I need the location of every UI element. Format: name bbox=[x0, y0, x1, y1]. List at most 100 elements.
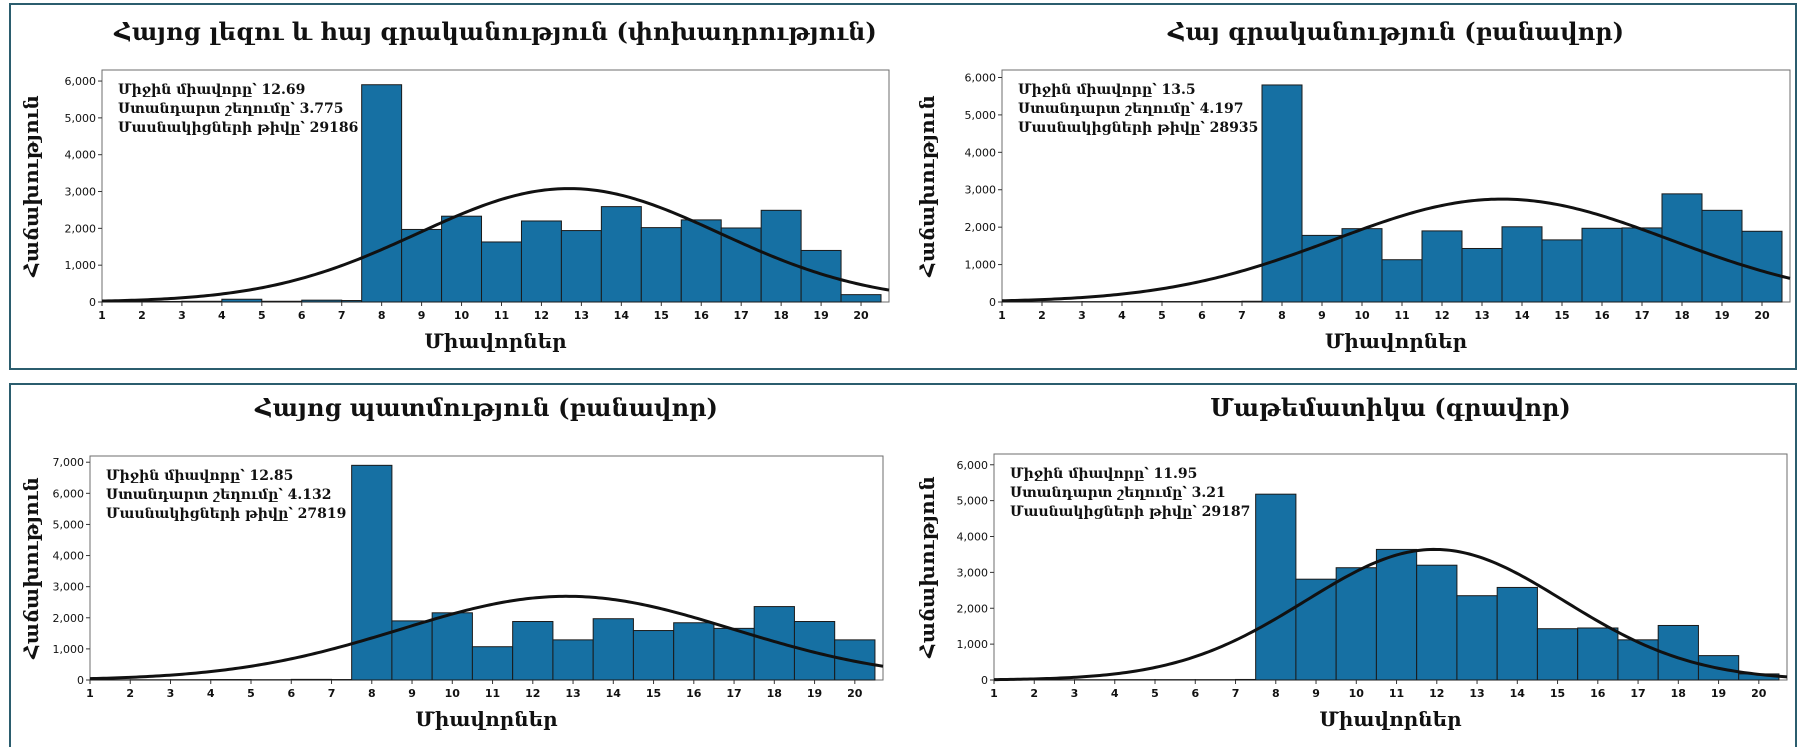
histogram-bar bbox=[680, 219, 722, 303]
x-tick-label: 16 bbox=[686, 687, 702, 700]
x-tick-label: 20 bbox=[1754, 309, 1770, 322]
y-tick-label: 5,000 bbox=[53, 518, 85, 531]
chart-svg: Հայոց պատմություն (բանավոր) 0 1,000 2,000 3,… bbox=[19, 393, 884, 731]
histogram-bar bbox=[1416, 564, 1458, 681]
histogram-bar bbox=[760, 209, 802, 303]
y-tick-label: 0 bbox=[77, 674, 84, 687]
histogram-bar bbox=[640, 227, 682, 303]
histogram-bar bbox=[1701, 209, 1743, 303]
stats-annotation: Ստանդարտ շեղումը՝ 3.21 bbox=[1010, 485, 1226, 501]
histogram-bar bbox=[1617, 639, 1659, 681]
x-tick-label: 3 bbox=[167, 687, 175, 700]
stats-annotation: Միջին միավորը՝ 12.85 bbox=[106, 468, 293, 484]
x-tick-label: 17 bbox=[1634, 309, 1649, 322]
y-tick-label: 3,000 bbox=[957, 566, 989, 579]
histogram-bar bbox=[632, 630, 675, 681]
x-tick-label: 6 bbox=[1191, 687, 1199, 700]
stats-annotation: Ստանդարտ շեղումը՝ 4.132 bbox=[106, 487, 332, 503]
histogram-bar bbox=[1335, 567, 1377, 681]
histogram-bar bbox=[1261, 84, 1303, 303]
x-tick-label: 13 bbox=[565, 687, 580, 700]
x-tick-label: 1 bbox=[86, 687, 94, 700]
histogram-bar bbox=[592, 618, 634, 681]
chart-svg: Մաթեմատիկա (գրավոր) 0 1,000 2,000 3,000 4,000… bbox=[915, 393, 1788, 731]
histogram-bar bbox=[441, 215, 483, 303]
x-tick-label: 1 bbox=[990, 687, 998, 700]
x-tick-label: 9 bbox=[408, 687, 416, 700]
histogram-bar bbox=[1536, 628, 1579, 681]
x-tick-label: 3 bbox=[1071, 687, 1079, 700]
y-tick-label: 1,000 bbox=[65, 259, 97, 272]
x-tick-label: 15 bbox=[1554, 309, 1569, 322]
x-tick-label: 7 bbox=[328, 687, 336, 700]
chart-svg: Հայ գրականություն (բանավոր) 0 1,000 2,000 3,… bbox=[915, 17, 1791, 353]
histogram-bar bbox=[401, 228, 443, 303]
histogram-bar bbox=[351, 464, 393, 681]
histogram-armenian-language-literature: Հայոց լեզու և հայ գրականություն (փոխադրո… bbox=[10, 8, 890, 368]
stats-annotation: Մասնակիցների թիվը՝ 29187 bbox=[1010, 504, 1250, 520]
x-tick-label: 8 bbox=[368, 687, 376, 700]
histogram-bar bbox=[840, 294, 882, 303]
y-tick-label: 4,000 bbox=[53, 550, 85, 563]
x-tick-label: 2 bbox=[1030, 687, 1038, 700]
histogram-bar bbox=[1341, 228, 1383, 303]
histogram-bar bbox=[471, 646, 514, 681]
x-tick-label: 6 bbox=[298, 309, 306, 322]
y-tick-label: 1,000 bbox=[53, 643, 85, 656]
y-tick-label: 5,000 bbox=[65, 112, 97, 125]
histogram-bar bbox=[1201, 300, 1243, 303]
x-tick-label: 7 bbox=[1238, 309, 1246, 322]
histogram-bar bbox=[520, 220, 562, 303]
x-tick-label: 18 bbox=[1674, 309, 1689, 322]
x-tick-label: 7 bbox=[1232, 687, 1240, 700]
x-tick-label: 14 bbox=[1514, 309, 1530, 322]
x-tick-label: 4 bbox=[218, 309, 226, 322]
y-tick-label: 5,000 bbox=[965, 109, 997, 122]
histogram-bar bbox=[1121, 300, 1163, 303]
x-tick-label: 4 bbox=[207, 687, 215, 700]
y-tick-label: 6,000 bbox=[965, 71, 997, 84]
histogram-bar bbox=[1581, 227, 1623, 303]
x-tick-label: 3 bbox=[178, 309, 186, 322]
histogram-bar bbox=[141, 300, 183, 303]
histogram-bar bbox=[361, 84, 403, 303]
histogram-armenian-literature-oral: Հայ գրականություն (բանավոր) 0 1,000 2,000 3,… bbox=[906, 8, 1791, 368]
histogram-bar bbox=[753, 606, 795, 681]
x-tick-label: 15 bbox=[646, 687, 661, 700]
y-axis-label: Հաճախություն bbox=[19, 95, 43, 278]
x-tick-label: 8 bbox=[1278, 309, 1286, 322]
histogram-bar bbox=[1235, 678, 1257, 681]
x-tick-label: 10 bbox=[454, 309, 470, 322]
stats-annotation: Մասնակիցների թիվը՝ 28935 bbox=[1018, 120, 1258, 136]
x-tick-label: 14 bbox=[614, 309, 630, 322]
histogram-bar bbox=[341, 300, 363, 303]
stats-annotation: Մասնակիցների թիվը՝ 27819 bbox=[106, 506, 346, 522]
histogram-bar bbox=[431, 612, 473, 681]
y-axis-label: Հաճախություն bbox=[19, 477, 43, 660]
x-tick-label: 5 bbox=[258, 309, 266, 322]
x-tick-label: 20 bbox=[853, 309, 869, 322]
x-tick-label: 8 bbox=[1272, 687, 1280, 700]
x-tick-label: 11 bbox=[494, 309, 509, 322]
x-tick-label: 16 bbox=[1590, 687, 1606, 700]
y-tick-label: 5,000 bbox=[957, 495, 989, 508]
histogram-bar bbox=[673, 622, 715, 681]
y-tick-label: 2,000 bbox=[65, 222, 97, 235]
stats-annotation: Մասնակիցների թիվը՝ 29186 bbox=[118, 120, 358, 136]
histogram-bar bbox=[552, 639, 594, 681]
normal-curve bbox=[101, 187, 890, 303]
y-tick-label: 2,000 bbox=[965, 221, 997, 234]
x-tick-label: 15 bbox=[1550, 687, 1565, 700]
y-tick-label: 1,000 bbox=[957, 638, 989, 651]
x-axis-label: Միավորներ bbox=[1325, 329, 1468, 353]
y-tick-label: 6,000 bbox=[65, 75, 97, 88]
x-tick-label: 5 bbox=[1158, 309, 1166, 322]
normal-curve bbox=[1001, 197, 1791, 303]
x-tick-label: 4 bbox=[1111, 687, 1119, 700]
histogram-bar bbox=[1621, 227, 1663, 303]
histogram-bar bbox=[1496, 586, 1538, 681]
x-tick-label: 18 bbox=[1671, 687, 1686, 700]
y-tick-label: 0 bbox=[989, 296, 996, 309]
x-tick-label: 1 bbox=[98, 309, 106, 322]
chart-title: Հայ գրականություն (բանավոր) bbox=[1167, 17, 1624, 46]
